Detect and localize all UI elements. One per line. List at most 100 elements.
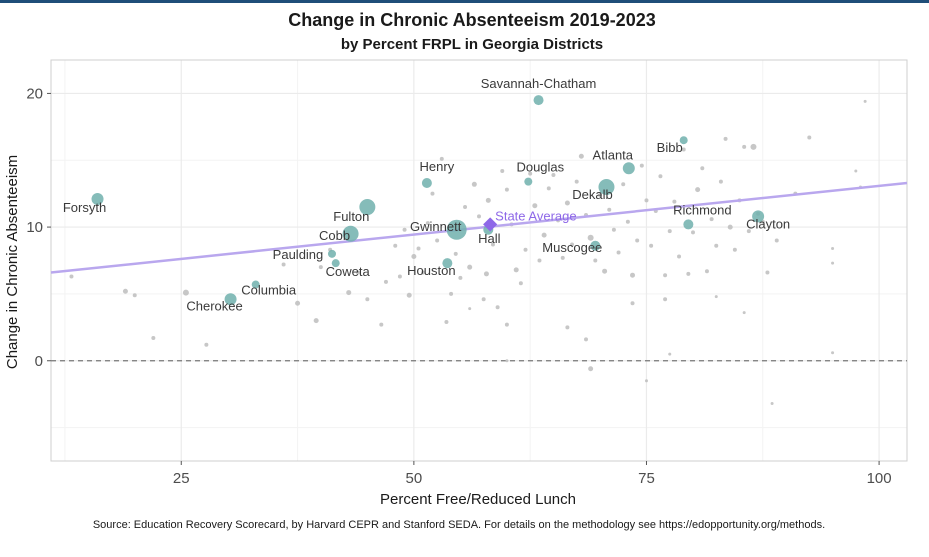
district-point [723, 136, 728, 141]
district-label: Richmond [673, 202, 732, 217]
chart-subtitle: by Percent FRPL in Georgia Districts [341, 36, 603, 53]
district-label: Coweta [326, 264, 371, 279]
district-point [402, 227, 407, 232]
district-point [537, 258, 542, 263]
district-label: Houston [407, 263, 455, 278]
district-point [625, 219, 630, 224]
district-point [383, 279, 388, 284]
district-point [765, 270, 770, 275]
district-point [574, 179, 579, 184]
labeled-district-point [524, 177, 533, 186]
district-point [513, 267, 519, 273]
labeled-district-point [598, 178, 615, 195]
district-point [532, 203, 538, 209]
district-point [439, 156, 444, 161]
district-point [611, 227, 616, 232]
y-axis-title: Change in Chronic Absenteeism [4, 155, 21, 369]
district-label: Cobb [319, 228, 350, 243]
district-point [750, 143, 757, 150]
x-tick-label: 50 [406, 470, 423, 487]
district-point [411, 253, 417, 259]
chart-title: Change in Chronic Absenteeism 2019-2023 [288, 10, 655, 30]
district-point [467, 264, 473, 270]
district-point [672, 199, 677, 204]
district-label: Forsyth [63, 200, 106, 215]
district-point [714, 295, 718, 299]
district-point [416, 246, 421, 251]
district-point [546, 186, 551, 191]
district-point [588, 366, 594, 372]
district-point [578, 153, 584, 159]
district-point [471, 181, 477, 187]
district-point [495, 305, 500, 310]
district-point [523, 247, 528, 252]
labeled-district-point [683, 219, 694, 230]
y-tick-label: 0 [35, 353, 43, 370]
district-point [504, 322, 509, 327]
district-point [182, 289, 189, 296]
y-tick-label: 20 [26, 85, 43, 102]
district-point [481, 297, 486, 302]
district-point [444, 319, 449, 324]
district-point [485, 197, 491, 203]
x-tick-label: 100 [867, 470, 892, 487]
district-point [313, 318, 319, 324]
district-label: Atlanta [593, 147, 634, 162]
labeled-district-point [91, 193, 104, 206]
labeled-district-point [251, 280, 260, 289]
y-tick-label: 10 [26, 219, 43, 236]
district-point [649, 243, 654, 248]
district-point [132, 293, 137, 298]
district-point [295, 300, 301, 306]
district-point [500, 168, 505, 173]
district-point [742, 311, 746, 315]
labeled-district-point [752, 210, 765, 223]
labeled-district-point [359, 199, 376, 216]
district-point [458, 275, 463, 280]
district-label: Columbia [241, 283, 297, 298]
district-point [560, 255, 565, 260]
district-point [677, 254, 682, 259]
district-point [318, 265, 323, 270]
district-point [379, 322, 384, 327]
district-point [709, 217, 714, 222]
district-point [700, 166, 705, 171]
labeled-district-point [446, 219, 467, 240]
x-tick-label: 25 [173, 470, 190, 487]
district-point [435, 238, 440, 243]
district-point [518, 281, 523, 286]
district-point [421, 270, 426, 275]
district-point [668, 352, 672, 356]
district-label: Muscogee [542, 240, 602, 255]
district-point [397, 274, 402, 279]
state-average-label: State Average [495, 208, 576, 223]
district-point [468, 307, 472, 311]
district-label: Paulding [273, 247, 324, 262]
district-point [727, 224, 733, 230]
district-point [483, 271, 489, 277]
district-point [616, 250, 621, 255]
district-point [564, 200, 570, 206]
district-point [863, 99, 867, 103]
district-label: Hall [478, 231, 501, 246]
plot-panel: 25 50 75 100 0 10 20 Savannah-Chatham Bibb Atlant… [26, 59, 908, 487]
district-point [644, 198, 649, 203]
district-point [831, 351, 835, 355]
district-point [770, 402, 774, 406]
district-point [565, 325, 570, 330]
district-point [681, 147, 686, 152]
district-point [663, 273, 668, 278]
district-point [449, 291, 454, 296]
panel-border [50, 59, 908, 462]
district-point [430, 191, 435, 196]
district-point [69, 274, 74, 279]
district-point [807, 135, 812, 140]
district-point [746, 229, 751, 234]
district-point [151, 336, 156, 341]
district-label: Cherokee [186, 298, 242, 313]
district-point [704, 269, 709, 274]
district-point [281, 262, 286, 267]
labeled-district-point [421, 177, 432, 188]
district-label: Gwinnett [410, 219, 462, 234]
